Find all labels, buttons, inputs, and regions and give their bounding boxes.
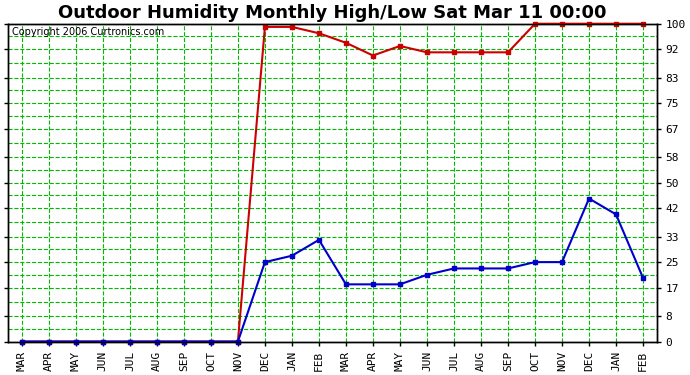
Title: Outdoor Humidity Monthly High/Low Sat Mar 11 00:00: Outdoor Humidity Monthly High/Low Sat Ma… <box>58 4 607 22</box>
Text: Copyright 2006 Curtronics.com: Copyright 2006 Curtronics.com <box>12 27 164 37</box>
